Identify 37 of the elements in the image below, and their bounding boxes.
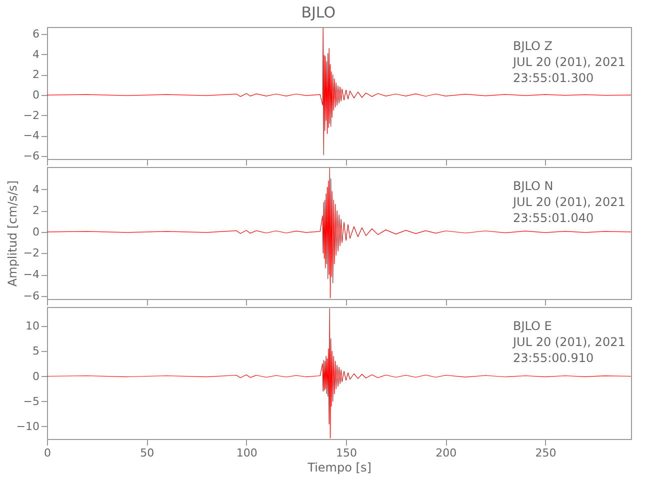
y-tick-label: −10: [16, 420, 40, 433]
y-tick-label: −2: [23, 108, 40, 122]
x-tick-label: 100: [236, 446, 258, 460]
x-tick-label: 50: [140, 446, 154, 460]
x-tick-label: 0: [44, 446, 51, 460]
x-tick-label: 250: [535, 446, 556, 460]
annotation: BJLO Z: [513, 39, 553, 53]
x-tick-label: 150: [336, 446, 357, 460]
y-tick-label: 0: [32, 225, 40, 238]
y-tick-label: 10: [26, 320, 40, 333]
y-tick-label: −4: [23, 268, 40, 282]
y-tick-label: 4: [32, 48, 40, 61]
annotation: JUL 20 (201), 2021: [512, 335, 626, 349]
y-tick-label: 2: [32, 68, 40, 82]
y-tick-label: 4: [32, 182, 40, 196]
y-tick-label: 2: [32, 204, 40, 218]
annotation: BJLO N: [513, 179, 554, 193]
y-tick-label: −2: [23, 246, 40, 260]
x-axis-title: Tiempo [s]: [306, 460, 372, 474]
y-tick-label: −5: [23, 394, 40, 408]
y-tick-label: −6: [23, 149, 40, 162]
line-series: [47, 28, 631, 156]
x-tick-label: 200: [436, 446, 457, 460]
y-axis-title: Amplitud [cm/s/s]: [5, 180, 20, 287]
annotation: 23:55:00.910: [513, 351, 594, 365]
annotation: JUL 20 (201), 2021: [512, 55, 626, 69]
annotation: 23:55:01.300: [513, 71, 594, 85]
y-tick-label: 0: [32, 88, 40, 102]
y-tick-label: 5: [32, 344, 40, 358]
annotation: BJLO E: [513, 319, 552, 333]
y-tick-label: −6: [23, 289, 40, 302]
annotation: JUL 20 (201), 2021: [512, 195, 626, 209]
y-tick-label: 0: [32, 370, 40, 383]
y-tick-label: 6: [32, 28, 40, 41]
annotation: 23:55:01.040: [513, 211, 594, 225]
y-tick-label: −4: [23, 129, 40, 142]
chart-title: BJLO: [301, 4, 336, 22]
